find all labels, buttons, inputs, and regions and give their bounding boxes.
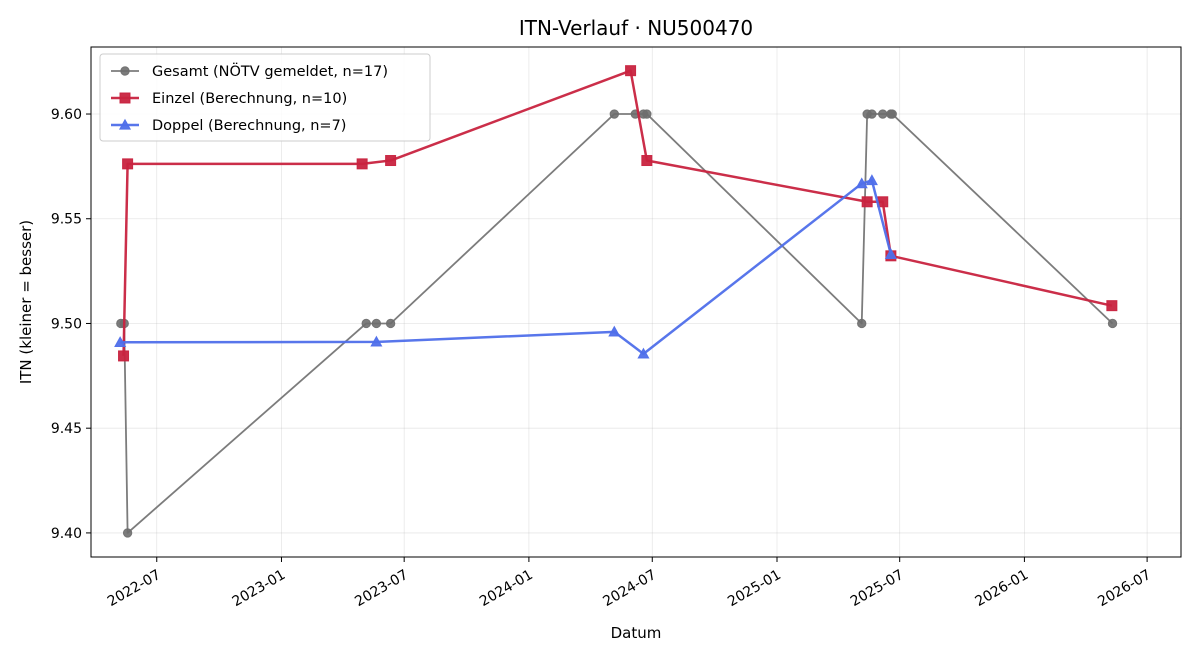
data-point	[857, 318, 867, 329]
data-point	[385, 318, 396, 329]
y-axis-label: ITN (kleiner = besser)	[17, 220, 35, 384]
data-point	[642, 109, 652, 119]
data-point	[609, 109, 620, 119]
data-point	[878, 109, 888, 119]
data-point	[371, 318, 382, 329]
data-point	[385, 155, 397, 167]
legend-label: Einzel (Berechnung, n=10)	[152, 91, 347, 107]
data-point	[1107, 318, 1118, 329]
data-point	[641, 155, 653, 167]
y-tick-label: 9.60	[51, 107, 82, 123]
y-tick-label: 9.40	[51, 526, 82, 542]
chart-title: ITN-Verlauf · NU500470	[519, 16, 753, 40]
legend-label: Doppel (Berechnung, n=7)	[152, 118, 346, 134]
data-point	[855, 177, 868, 189]
data-point	[361, 318, 371, 329]
legend-marker	[119, 92, 131, 104]
data-point	[865, 174, 878, 186]
legend-label: Gesamt (NÖTV gemeldet, n=17)	[152, 62, 388, 80]
legend-box	[99, 53, 431, 142]
data-point	[1106, 300, 1118, 312]
series-group	[114, 65, 1118, 538]
data-point	[118, 350, 130, 362]
series-line	[122, 69, 1113, 356]
x-axis-label: Datum	[611, 624, 662, 642]
data-point	[356, 158, 368, 170]
legend: Gesamt (NÖTV gemeldet, n=17) Einzel (Bere…	[99, 53, 431, 142]
data-point	[884, 248, 897, 260]
data-point	[637, 347, 650, 359]
series-circle	[116, 109, 1118, 538]
y-tick-label: 9.45	[51, 421, 82, 437]
data-point	[114, 336, 127, 347]
data-point	[122, 158, 134, 170]
data-point	[625, 65, 637, 77]
legend-marker	[120, 66, 130, 76]
series-triangle	[114, 174, 897, 359]
legend-marker	[118, 118, 132, 130]
data-point	[867, 109, 877, 119]
y-tick-label: 9.50	[51, 316, 82, 332]
data-point	[608, 325, 621, 337]
data-point	[122, 528, 133, 538]
y-tick-label: 9.55	[51, 212, 82, 228]
data-point	[370, 335, 383, 347]
plot-frame	[90, 46, 1182, 558]
data-point	[861, 196, 873, 208]
data-point	[887, 109, 897, 119]
